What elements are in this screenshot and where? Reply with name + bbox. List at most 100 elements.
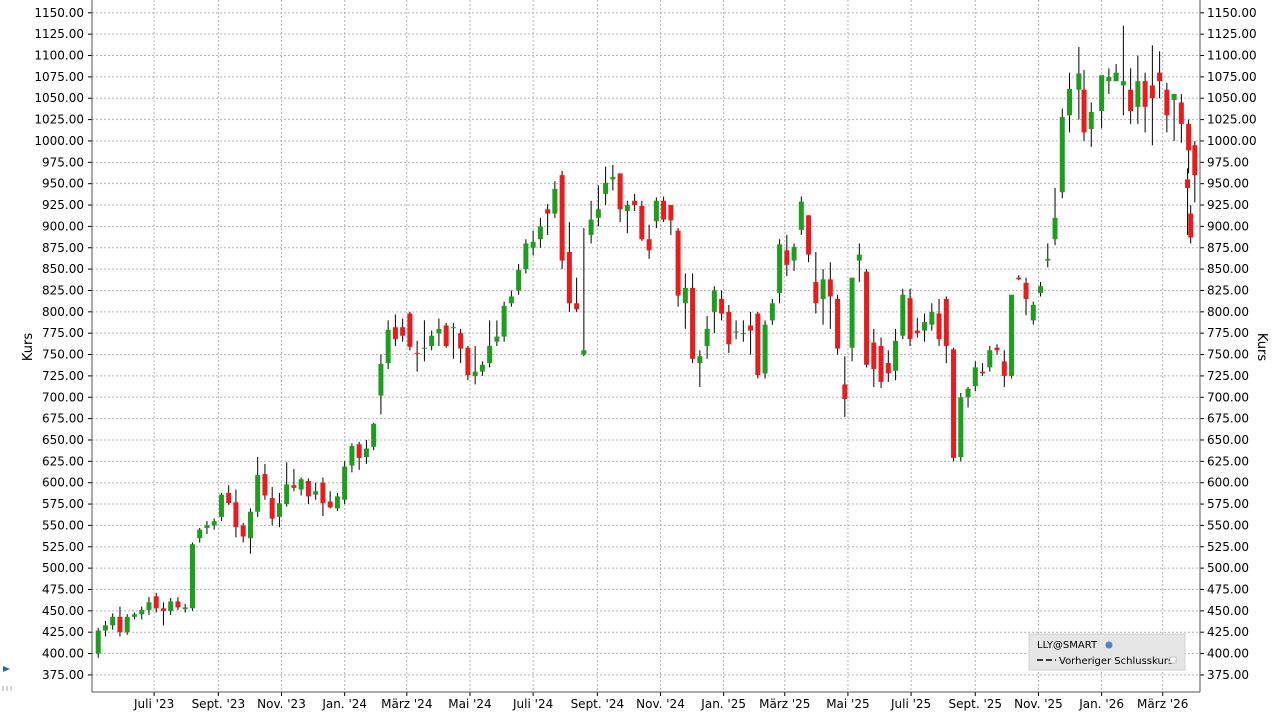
- candle-body: [545, 209, 551, 214]
- candle: [1192, 140, 1198, 203]
- candle: [755, 311, 761, 379]
- y-tick-label-right: 950.00: [1207, 177, 1249, 191]
- candle: [929, 303, 935, 331]
- x-tick-label: März '25: [759, 697, 810, 711]
- candle: [516, 263, 522, 295]
- candle-body: [284, 484, 290, 505]
- candle: [305, 478, 311, 505]
- candle-body: [922, 322, 928, 331]
- y-tick-label-right: 525.00: [1207, 540, 1249, 554]
- candle: [1023, 277, 1029, 316]
- y-tick-label-right: 750.00: [1207, 348, 1249, 362]
- candle: [820, 269, 826, 325]
- candle: [827, 262, 833, 329]
- candle: [1076, 46, 1082, 120]
- candle: [907, 288, 913, 346]
- candle: [885, 350, 891, 382]
- candle-body: [501, 305, 507, 337]
- candle-body: [95, 630, 101, 654]
- candle-body: [1016, 277, 1022, 280]
- y-tick-label-left: 450.00: [42, 604, 84, 618]
- candle-body: [813, 281, 819, 304]
- candle-body: [972, 367, 978, 387]
- candle-body: [262, 474, 268, 496]
- candle-body: [371, 423, 377, 447]
- candle-body: [233, 502, 239, 528]
- candle: [994, 344, 1000, 355]
- y-tick-label-left: 950.00: [42, 177, 84, 191]
- legend-checkbox-icon: [1169, 656, 1177, 664]
- candle-body: [400, 327, 406, 336]
- candle-body: [914, 330, 920, 334]
- y-tick-label-right: 875.00: [1207, 241, 1249, 255]
- y-tick-label-left: 775.00: [42, 326, 84, 340]
- candle-body: [530, 241, 536, 248]
- candle-body: [226, 492, 232, 504]
- candle-body: [1135, 81, 1141, 107]
- candle-body: [610, 176, 616, 180]
- candle: [189, 542, 195, 611]
- candle: [1164, 82, 1170, 133]
- candle-body: [980, 371, 986, 374]
- y-tick-label-right: 500.00: [1207, 561, 1249, 575]
- x-tick-label: März '26: [1137, 697, 1188, 711]
- candle-body: [479, 364, 485, 372]
- y-tick-label-right: 700.00: [1207, 390, 1249, 404]
- candle-body: [798, 201, 804, 230]
- candle-body: [907, 298, 913, 340]
- candle-body: [1067, 88, 1073, 116]
- candle-body: [1178, 102, 1184, 124]
- y-tick-label-left: 475.00: [42, 582, 84, 596]
- y-tick-label-left: 400.00: [42, 647, 84, 661]
- candle-body: [378, 363, 384, 396]
- candle-body: [603, 182, 609, 194]
- candle: [1099, 75, 1105, 129]
- candle: [356, 441, 362, 470]
- y-tick-label-right: 425.00: [1207, 625, 1249, 639]
- candle: [508, 290, 514, 307]
- candle: [421, 320, 427, 362]
- candle: [1059, 108, 1065, 199]
- candle-body: [1192, 145, 1198, 176]
- candle: [762, 320, 768, 379]
- candle: [95, 627, 101, 658]
- candle: [291, 469, 297, 492]
- y-tick-label-right: 575.00: [1207, 497, 1249, 511]
- candle: [856, 243, 862, 282]
- grid-layer: [92, 0, 1200, 692]
- candle-body: [146, 602, 152, 610]
- candle-body: [762, 324, 768, 374]
- candle-body: [871, 342, 877, 370]
- candle-body: [102, 625, 108, 631]
- candle: [378, 354, 384, 415]
- candle: [102, 621, 108, 637]
- candle: [922, 313, 928, 342]
- candle: [1113, 64, 1119, 82]
- y-tick-label-left: 1100.00: [34, 49, 84, 63]
- candle-body: [1081, 89, 1087, 133]
- candle: [740, 320, 746, 342]
- candle: [1128, 68, 1134, 124]
- candle: [436, 318, 442, 346]
- candle: [168, 598, 174, 616]
- candle-body: [291, 485, 297, 488]
- candle: [392, 314, 398, 346]
- candle-body: [661, 200, 667, 220]
- candle: [400, 318, 406, 342]
- x-tick-label: Nov. '24: [636, 697, 685, 711]
- candle: [1016, 275, 1022, 281]
- candle: [980, 363, 986, 376]
- candle-body: [349, 445, 355, 466]
- candle: [1081, 70, 1087, 141]
- candle-body: [305, 480, 311, 497]
- candle: [342, 461, 348, 505]
- y-axis-title-left: Kurs: [21, 333, 36, 361]
- candle-body: [1188, 213, 1194, 238]
- candle: [1052, 187, 1058, 246]
- y-tick-label-right: 725.00: [1207, 369, 1249, 383]
- candle: [806, 215, 812, 263]
- x-tick-label: Mai '24: [448, 697, 491, 711]
- candle: [371, 422, 377, 451]
- candle: [545, 204, 551, 235]
- candle: [407, 311, 413, 351]
